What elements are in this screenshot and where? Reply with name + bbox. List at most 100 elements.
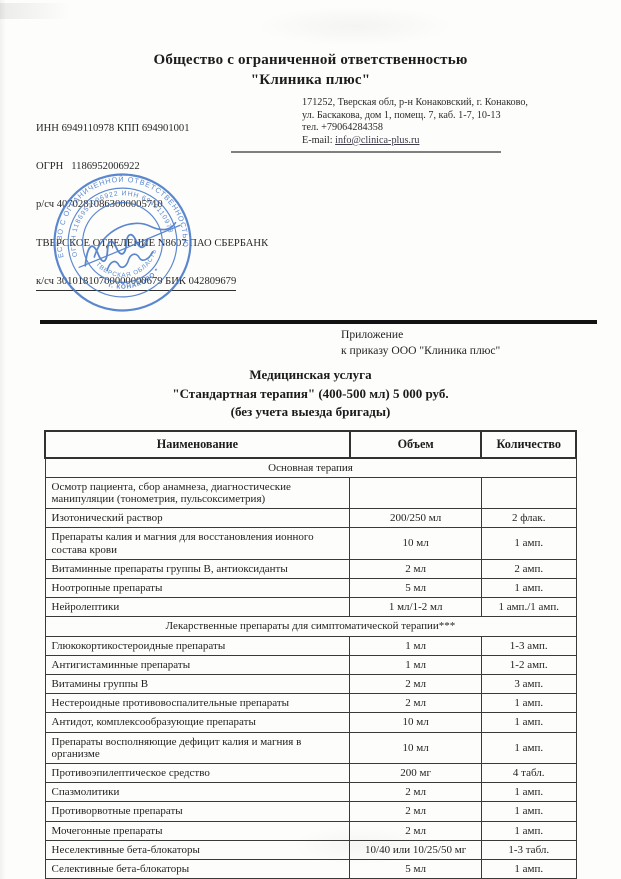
quantity-cell: 2 амп. xyxy=(480,558,577,579)
volume-cell: 1 мл xyxy=(349,635,482,656)
quantity-cell xyxy=(480,476,577,510)
service-name-cell: Нестероидные противовоспалительные препа… xyxy=(44,693,351,714)
email-line: E-mail: info@clinica-plus.ru xyxy=(302,135,528,148)
volume-cell: 2 мл xyxy=(349,558,482,579)
table-row: Противоэпилептическое средство 200 мг 4 та… xyxy=(44,762,577,784)
table-row: Осмотр пациента, сбор анамнеза, диагност… xyxy=(44,476,577,510)
table-section-row: Лекарственные препараты для симптоматиче… xyxy=(44,616,577,637)
volume-cell: 5 мл xyxy=(349,859,482,879)
table-row: Витаминные препараты группы В, антиоксид… xyxy=(44,558,577,579)
quantity-cell: 2 флак. xyxy=(480,508,577,529)
column-header-volume: Объем xyxy=(348,429,483,459)
letterhead-divider xyxy=(40,319,597,325)
quantity-cell: 1 амп./1 амп. xyxy=(480,597,577,618)
quantity-cell: 1 амп. xyxy=(480,820,577,841)
ogrn-line: ОГРН 1186952006922 xyxy=(36,160,140,172)
volume-cell: 200 мг xyxy=(349,762,482,784)
service-name-cell: Витамины группы В xyxy=(44,673,351,695)
quantity-cell: 1-2 амп. xyxy=(480,654,577,675)
account-line: р/сч 40702810863000005710 xyxy=(36,199,163,211)
scan-smudge-top xyxy=(255,6,455,46)
annex-block: Приложение к приказу ООО "Клиника плюс" xyxy=(341,327,621,358)
table-row: Антидот, комплексообразующие препараты 10… xyxy=(44,712,577,733)
table-row: Спазмолитики 2 мл 1 амп. xyxy=(44,782,577,803)
table-row: Глюкокортикостероидные препараты 1 мл 1-3 … xyxy=(44,635,577,656)
annex-line1: Приложение xyxy=(341,328,404,342)
volume-cell: 10 мл xyxy=(349,527,482,560)
email-label: E-mail: xyxy=(302,134,336,146)
inn-kpp-line: ИНН 6949110978 КПП 694901001 xyxy=(36,122,190,134)
requisites-block: ИНН 6949110978 КПП 694901001 ОГРН 118695… xyxy=(36,97,302,317)
volume-cell: 1 мл/1-2 мл xyxy=(349,597,482,618)
column-header-name: Наименование xyxy=(44,429,351,459)
table-row: Препараты восполняющие дефицит калия и м… xyxy=(44,731,577,765)
corr-account-line: к/сч 30101810700000000679 БИК 042809679 xyxy=(36,276,302,291)
address-line1: 171252, Тверская обл, р-н Конаковский, г… xyxy=(302,97,528,108)
phone-line: тел. +79064284358 xyxy=(302,122,383,134)
bank-line: ТВЕРСКОЕ ОТДЕЛЕНИЕ N8607 ПАО СБЕРБАНК xyxy=(36,237,269,249)
quantity-cell: 1 амп. xyxy=(480,731,577,765)
org-name-line1: Общество с ограниченной ответственностью xyxy=(153,52,468,68)
volume-cell: 1 мл xyxy=(349,654,482,675)
quantity-cell: 1 амп. xyxy=(480,801,577,822)
table-row: Антигистаминные препараты 1 мл 1-2 амп. xyxy=(44,654,577,675)
document-title: Медицинская услуга "Стандартная терапия"… xyxy=(44,366,577,422)
service-name-cell: Антидот, комплексообразующие препараты xyxy=(44,712,351,733)
table-row: Изотонический раствор 200/250 мл 2 флак. xyxy=(44,508,577,529)
service-name-cell: Изотонический раствор xyxy=(44,508,351,529)
service-name-cell: Спазмолитики xyxy=(44,782,351,803)
volume-cell: 200/250 мл xyxy=(349,508,482,529)
quantity-cell: 3 амп. xyxy=(480,673,577,695)
service-name-cell: Препараты восполняющие дефицит калия и м… xyxy=(44,731,351,765)
table-section-row: Основная терапия xyxy=(44,457,577,478)
title-line3: (без учета выезда бригады) xyxy=(230,404,391,420)
scan-line-artifact xyxy=(231,151,501,153)
service-name-cell: Противоэпилептическое средство xyxy=(44,762,351,784)
services-table: Наименование Объем Количество Основная т… xyxy=(44,429,577,879)
table-row: Нейролептики 1 мл/1-2 мл 1 амп./1 амп. xyxy=(44,597,577,618)
address-line2: ул. Баскакова, дом 1, помещ. 7, каб. 1-7… xyxy=(302,109,501,121)
volume-cell: 2 мл xyxy=(349,782,482,803)
section-label: Основная терапия xyxy=(44,457,577,478)
annex-line2: к приказу ООО "Клиника плюс" xyxy=(341,343,501,357)
service-name-cell: Витаминные препараты группы В, антиоксид… xyxy=(44,558,351,579)
table-row: Противорвотные препараты 2 мл 1 амп. xyxy=(44,801,577,822)
service-name-cell: Глюкокортикостероидные препараты xyxy=(44,635,351,656)
section-label: Лекарственные препараты для симптоматиче… xyxy=(44,616,577,637)
scan-smudge-bottom xyxy=(290,825,430,865)
services-table-body: Основная терапия Осмотр пациента, сбор ан… xyxy=(44,457,577,879)
service-name-cell: Ноотропные препараты xyxy=(44,577,351,599)
title-line1: Медицинская услуга xyxy=(249,367,372,383)
service-name-cell: Осмотр пациента, сбор анамнеза, диагност… xyxy=(44,476,351,510)
volume-cell: 10 мл xyxy=(349,712,482,733)
quantity-cell: 1 амп. xyxy=(480,712,577,733)
table-row: Нестероидные противовоспалительные препа… xyxy=(44,693,577,714)
quantity-cell: 1 амп. xyxy=(480,782,577,803)
quantity-cell: 1 амп. xyxy=(480,527,577,560)
email-link[interactable]: info@clinica-plus.ru xyxy=(335,134,420,146)
quantity-cell: 1-3 амп. xyxy=(480,635,577,656)
volume-cell: 5 мл xyxy=(349,577,482,599)
table-header-row: Наименование Объем Количество xyxy=(44,429,577,459)
table-row: Ноотропные препараты 5 мл 1 амп. xyxy=(44,577,577,599)
contacts-block: 171252, Тверская обл, р-н Конаковский, г… xyxy=(302,97,528,317)
table-row: Препараты калия и магния для восстановле… xyxy=(44,527,577,560)
quantity-cell: 1-3 табл. xyxy=(480,839,577,861)
quantity-cell: 4 табл. xyxy=(480,762,577,784)
org-name-line2: "Клиника плюс" xyxy=(250,72,371,88)
scan-edge-shadow xyxy=(0,0,6,879)
volume-cell xyxy=(349,476,482,510)
quantity-cell: 1 амп. xyxy=(480,859,577,879)
volume-cell: 2 мл xyxy=(349,693,482,714)
volume-cell: 2 мл xyxy=(349,801,482,822)
scan-artifact-topleft xyxy=(0,3,70,19)
service-name-cell: Препараты калия и магния для восстановле… xyxy=(44,527,351,560)
quantity-cell: 1 амп. xyxy=(480,577,577,599)
column-header-quantity: Количество xyxy=(480,429,577,459)
service-name-cell: Противорвотные препараты xyxy=(44,801,351,822)
letterhead: ИНН 6949110978 КПП 694901001 ОГРН 118695… xyxy=(0,97,621,317)
volume-cell: 2 мл xyxy=(349,673,482,695)
